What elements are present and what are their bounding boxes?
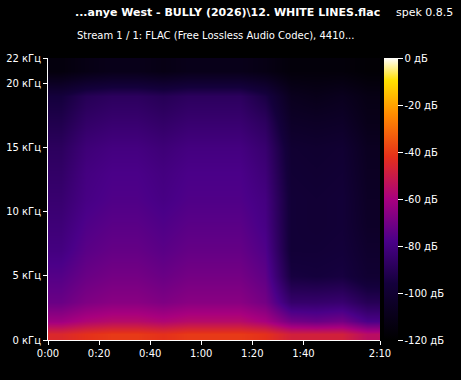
- svg-text:10 кГц: 10 кГц: [6, 206, 41, 217]
- svg-text:5 кГц: 5 кГц: [13, 270, 42, 281]
- svg-text:1:20: 1:20: [241, 348, 263, 359]
- svg-text:-100 дБ: -100 дБ: [405, 288, 445, 299]
- svg-text:2:10: 2:10: [369, 348, 391, 359]
- svg-text:20 кГц: 20 кГц: [6, 78, 41, 89]
- svg-text:0 кГц: 0 кГц: [13, 335, 42, 346]
- svg-text:1:40: 1:40: [292, 348, 314, 359]
- svg-text:-20 дБ: -20 дБ: [405, 100, 438, 111]
- svg-text:22 кГц: 22 кГц: [6, 53, 41, 64]
- svg-text:spek 0.8.5: spek 0.8.5: [396, 6, 453, 19]
- svg-text:-40 дБ: -40 дБ: [405, 147, 438, 158]
- svg-text:0:40: 0:40: [139, 348, 161, 359]
- svg-text:-80 дБ: -80 дБ: [405, 241, 438, 252]
- svg-text:0:00: 0:00: [37, 348, 59, 359]
- svg-text:1:00: 1:00: [190, 348, 212, 359]
- svg-text:0:20: 0:20: [88, 348, 110, 359]
- svg-text:15 кГц: 15 кГц: [6, 142, 41, 153]
- svg-text:0 дБ: 0 дБ: [405, 53, 428, 64]
- svg-text:Stream 1 / 1: FLAC (Free Lossl: Stream 1 / 1: FLAC (Free Lossless Audio …: [77, 30, 354, 41]
- svg-text:-120 дБ: -120 дБ: [405, 335, 445, 346]
- svg-text:-60 дБ: -60 дБ: [405, 194, 438, 205]
- svg-text:...anye West - BULLY (2026)\12: ...anye West - BULLY (2026)\12. WHITE LI…: [75, 6, 380, 19]
